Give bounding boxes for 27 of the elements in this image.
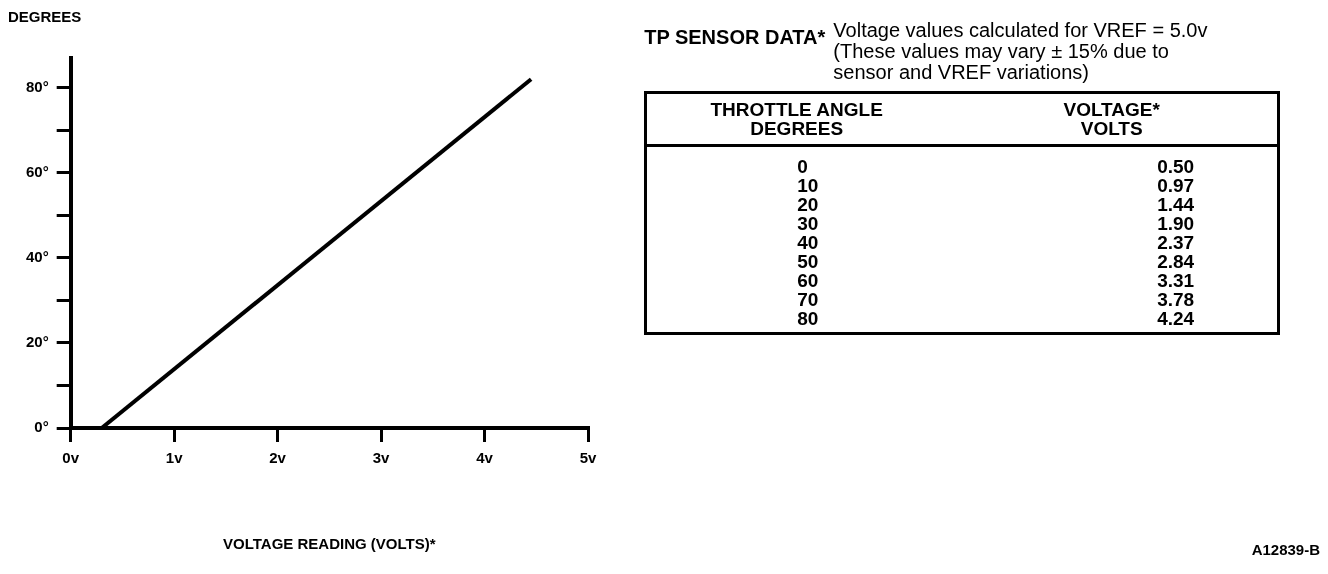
x-tick-label: 0v bbox=[62, 449, 80, 467]
text: TP SENSOR DATA* bbox=[644, 26, 826, 49]
y-tick-label: 60° bbox=[26, 162, 49, 180]
x-tick-label: 5v bbox=[579, 449, 597, 467]
text: 70 3.78 bbox=[797, 289, 1195, 310]
text: THROTTLE ANGLE DEGREES bbox=[709, 98, 884, 141]
text: A12839-B bbox=[1251, 541, 1320, 558]
y-tick-label: 80° bbox=[26, 77, 49, 95]
text: 80 4.24 bbox=[797, 308, 1195, 329]
text: 50 2.84 bbox=[797, 251, 1195, 272]
x-tick-label: 2v bbox=[269, 449, 287, 467]
text: 0 0.50 bbox=[797, 156, 1195, 177]
x-axis-title: VOLTAGE READING (VOLTS)* bbox=[223, 535, 436, 553]
x-tick-label: 3v bbox=[372, 449, 391, 467]
text: 60 3.31 bbox=[797, 270, 1195, 291]
y-tick-label: 0° bbox=[34, 418, 49, 436]
text: 30 1.90 bbox=[797, 213, 1195, 234]
y-axis-title: DEGREES bbox=[8, 8, 82, 25]
text: 40 2.37 bbox=[797, 232, 1195, 253]
y-tick-label: 40° bbox=[26, 248, 49, 266]
text: 10 0.97 bbox=[797, 175, 1195, 196]
x-tick-label: 4v bbox=[476, 449, 494, 467]
x-tick-label: 1v bbox=[165, 449, 184, 467]
text: 20 1.44 bbox=[797, 194, 1195, 215]
text: VOLTAGE* VOLTS bbox=[1062, 98, 1161, 141]
y-tick-label: 20° bbox=[26, 333, 49, 351]
text: Voltage values calculated for VREF = 5.0v (These values may vary ± 15% due to sensor and VREF variations) bbox=[833, 19, 1209, 83]
